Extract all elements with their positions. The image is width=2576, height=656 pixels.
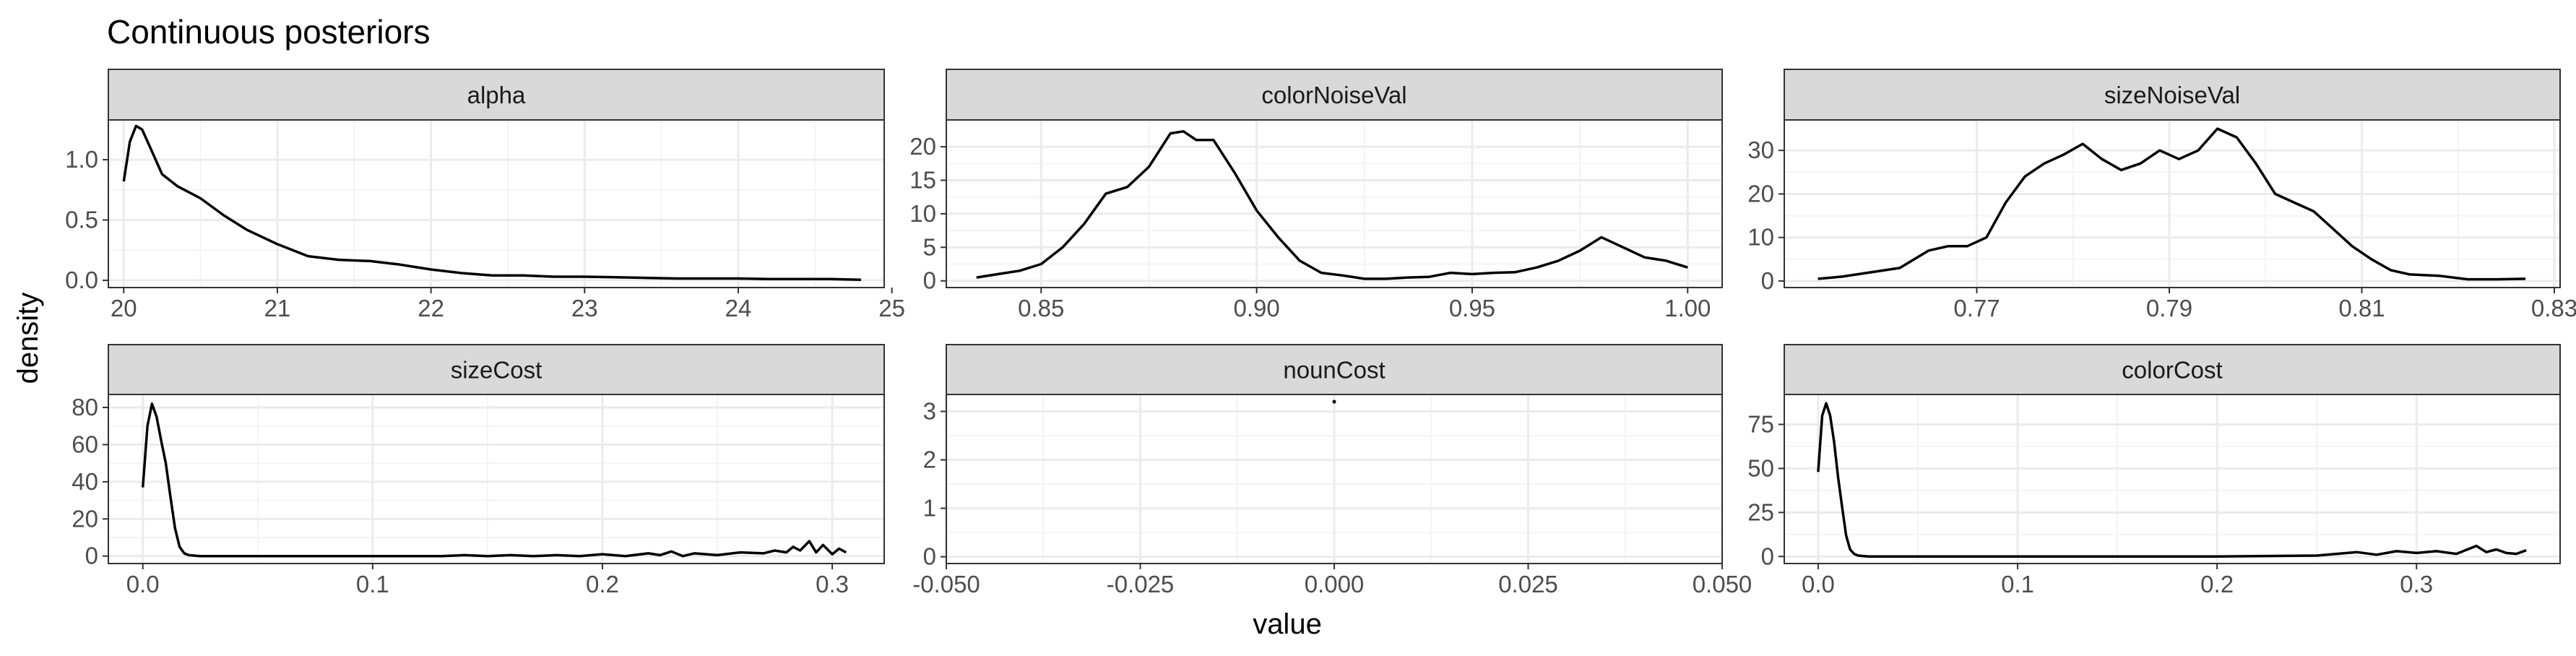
facet-strip [108,69,885,121]
y-tick-label: 0.5 [65,207,98,233]
x-tick-label: 0.0 [126,571,160,597]
y-axis-title: density [12,293,44,384]
x-tick-label: 20 [111,295,137,321]
facet-strip [1784,344,2561,395]
x-tick-label: -0.050 [912,571,980,597]
x-tick-label: 0.3 [2400,571,2433,597]
facet-strip-label: alpha [467,82,526,108]
x-tick-label: 0.1 [2001,571,2034,597]
x-axis-title: value [1253,608,1322,640]
facet-strip [108,344,885,395]
x-tick-label: 0.000 [1305,571,1365,597]
y-tick-label: 0 [85,543,98,569]
y-tick-label: 0 [1761,543,1774,569]
y-tick-label: 40 [72,468,98,495]
y-tick-label: 75 [1747,410,1774,437]
facet-strip-label: colorNoiseVal [1261,82,1406,108]
facet-strip [1784,69,2561,121]
x-tick-label: 0.025 [1498,571,1558,597]
facet-colorNoiseVal: colorNoiseVal 0.85 0.90 0.95 1.00 0 5 10 15 20 [909,69,1723,321]
x-tick-label: 0.1 [356,571,389,597]
facet-sizeNoiseVal: sizeNoiseVal 0.77 0.79 0.81 0.83 0 10 20 30 [1747,69,2576,321]
y-tick-label: 60 [72,431,98,457]
facet-nounCost: nounCost -0.050 -0.025 0.000 0.025 0.050 0 1 2 3 [912,344,1752,597]
facet-strip-label: sizeNoiseVal [2104,82,2240,108]
facet-sizeCost: sizeCost 0.0 0.1 0.2 0.3 0 20 40 60 80 [72,344,885,597]
y-tick-label: 10 [909,200,936,227]
x-tick-label: 24 [725,295,752,321]
y-tick-label: 50 [1747,454,1774,481]
y-tick-label: 0 [923,543,936,570]
y-tick-label: 10 [1747,224,1774,251]
facet-strip [946,344,1723,395]
density-line-sizeNoiseVal [1818,127,2526,281]
x-tick-label: 0.2 [2200,571,2234,597]
x-tick-label: 0.2 [586,571,619,597]
x-tick-label: 25 [878,295,905,321]
x-tick-label: 1.00 [1664,295,1711,321]
facet-strip-label: sizeCost [451,357,543,384]
x-tick-label: 0.050 [1693,571,1752,597]
y-tick-label: 80 [72,394,98,420]
x-tick-label: 21 [264,295,291,321]
y-tick-label: 0.0 [65,267,98,293]
density-line-colorCost [1817,402,2527,558]
density-line-sizeCost [141,402,847,558]
y-tick-label: 25 [1747,499,1774,525]
density-line-alpha [122,124,862,281]
x-tick-label: 0.95 [1449,295,1495,321]
y-tick-label: 2 [923,446,936,473]
x-tick-label: 0.3 [816,571,849,597]
y-tick-label: 5 [923,233,936,260]
x-tick-label: 0.79 [2146,295,2192,321]
y-tick-label: 0 [1761,267,1774,294]
facet-strip-label: colorCost [2122,357,2222,384]
y-tick-label: 1.0 [65,146,98,173]
y-tick-label: 20 [909,133,936,160]
y-tick-label: 0 [923,267,936,294]
figure-title: Continuous posteriors [107,13,430,51]
x-tick-label: 0.85 [1018,295,1064,321]
facet-alpha: alpha 20 21 22 23 24 25 0.0 0.5 1.0 [65,69,905,321]
y-tick-label: 30 [1747,137,1774,163]
facet-strip-label: nounCost [1283,357,1385,384]
facet-colorCost: colorCost 0.0 0.1 0.2 0.3 0 25 50 75 [1747,344,2561,597]
y-tick-label: 20 [1747,180,1774,207]
x-tick-label: 22 [418,295,444,321]
y-tick-label: 3 [923,397,936,424]
x-tick-label: 0.90 [1233,295,1279,321]
x-tick-label: 0.83 [2531,295,2576,321]
y-tick-label: 20 [72,505,98,532]
y-tick-label: 1 [923,495,936,522]
y-tick-label: 15 [909,167,936,194]
x-tick-label: 0.81 [2338,295,2385,321]
x-tick-label: 23 [571,295,598,321]
x-tick-label: 0.0 [1802,571,1835,597]
density-line-colorNoiseVal [976,130,1688,280]
facet-strip [946,69,1723,121]
density-point-nounCost [1332,400,1336,404]
x-tick-label: -0.025 [1107,571,1175,597]
x-tick-label: 0.77 [1953,295,2000,321]
